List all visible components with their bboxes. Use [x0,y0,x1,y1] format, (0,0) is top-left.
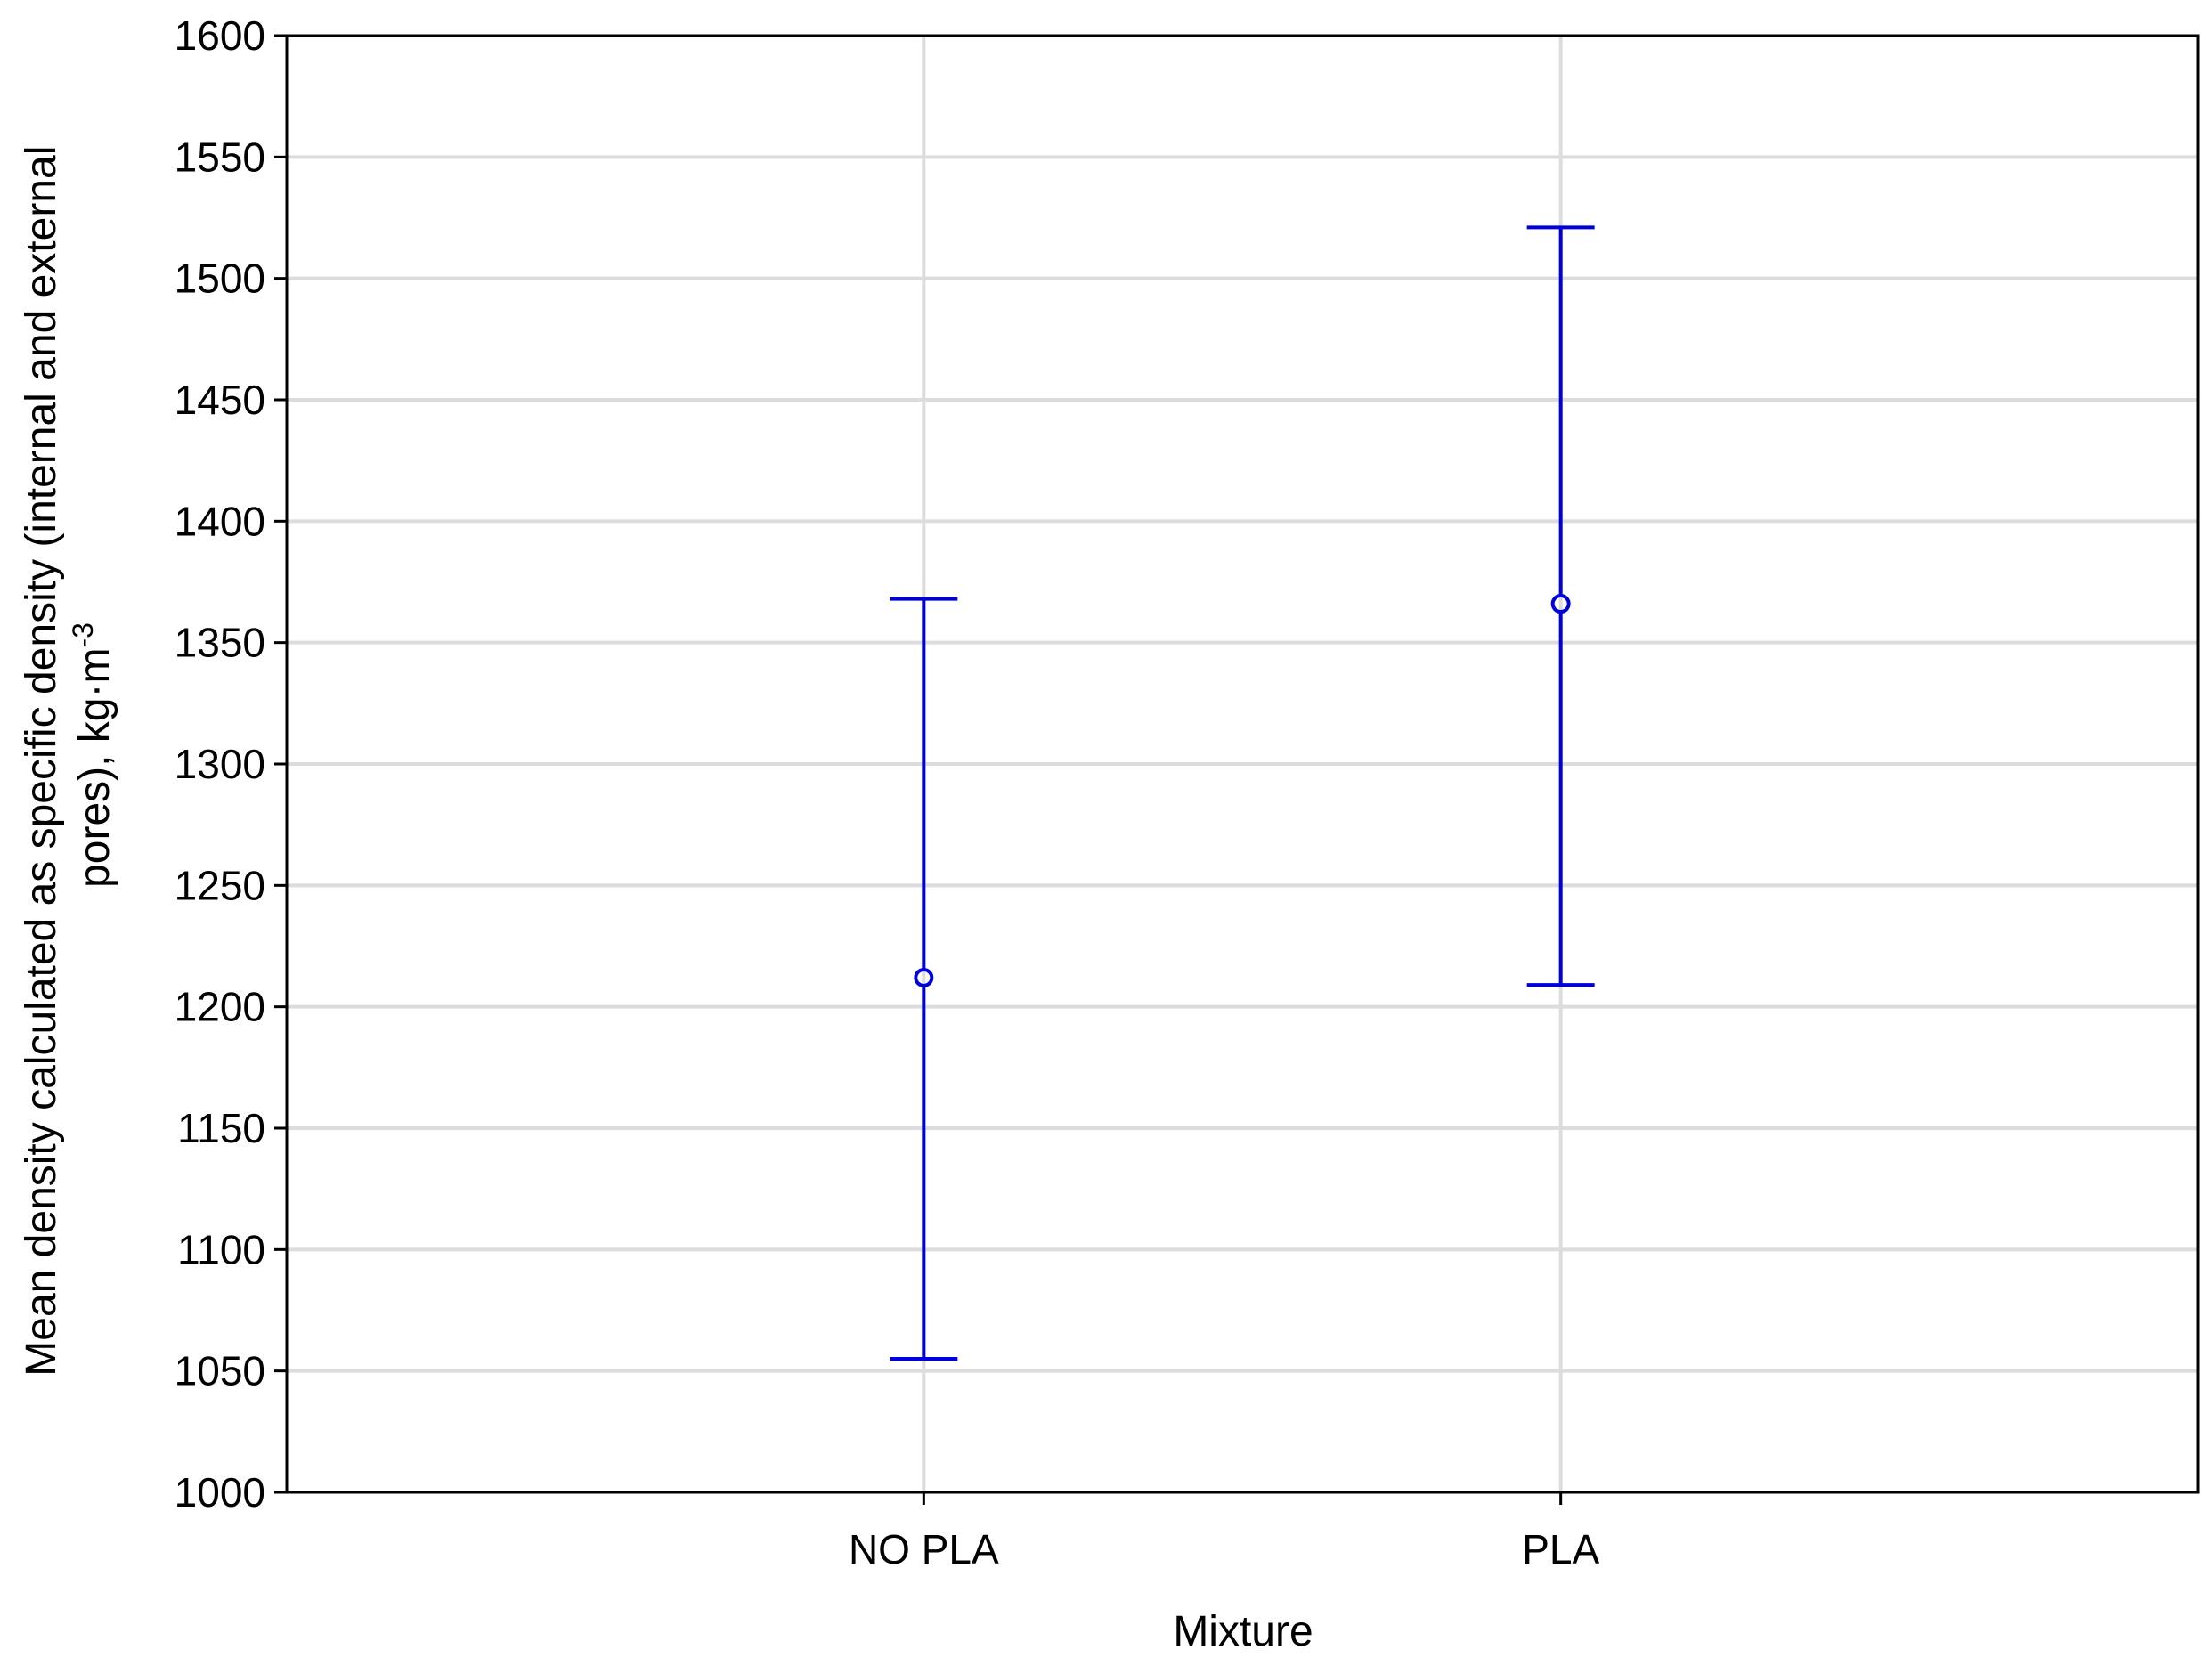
y-tick-label: 1000 [175,1469,265,1516]
y-tick-label: 1550 [175,134,265,180]
y-tick-label: 1100 [177,1226,265,1272]
y-tick-label: 1300 [175,741,265,787]
y-tick-label: 1400 [175,498,265,544]
y-axis-label: Mean density calculated as specific dens… [18,134,118,1376]
y-tick-label: 1500 [175,256,265,302]
plot-frame [285,34,2200,1494]
y-tick-label: 1600 [175,12,265,59]
mean-marker [1550,594,1571,614]
grid [287,36,2198,1492]
series [890,225,1595,1361]
y-axis-ticks: 1000 1050 1100 1150 1200 1250 1300 1350 1400 1450… [175,12,287,1516]
y-axis-label-superscript: -3 [67,622,99,647]
x-axis-ticks: NO PLA PLA [849,1492,1599,1573]
x-tick-label: NO PLA [849,1526,999,1573]
y-axis-label-line-2: pores), kg·m [71,648,118,888]
y-tick-label: 1200 [175,984,265,1030]
y-tick-label: 1350 [175,620,265,666]
y-tick-label: 1050 [175,1348,265,1394]
x-tick-label: PLA [1522,1526,1599,1573]
mean-marker [914,967,934,987]
y-axis-label-line-1: Mean density calculated as specific dens… [18,146,65,1377]
y-tick-label: 1250 [175,862,265,908]
x-axis-label: Mixture [1173,1608,1313,1655]
y-tick-label: 1150 [177,1105,265,1151]
y-tick-label: 1450 [175,377,265,423]
